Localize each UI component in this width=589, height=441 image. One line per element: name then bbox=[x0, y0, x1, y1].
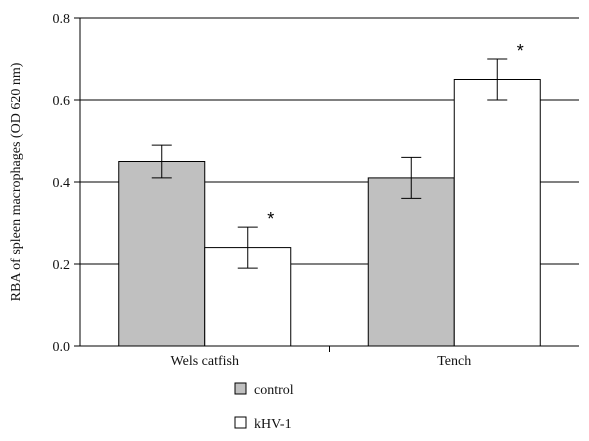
significance-marker: * bbox=[267, 209, 274, 229]
y-tick-label: 0.4 bbox=[53, 176, 71, 191]
bar bbox=[453, 79, 541, 347]
significance-markers: ** bbox=[267, 41, 524, 229]
legend-label: control bbox=[254, 383, 294, 398]
x-tick-label: Wels catfish bbox=[171, 354, 239, 369]
x-axis-ticks: Wels catfish Tench bbox=[171, 346, 471, 369]
legend-label: kHV-1 bbox=[254, 417, 292, 432]
legend-swatch bbox=[234, 416, 247, 429]
y-tick-label: 0.8 bbox=[53, 12, 71, 27]
legend-swatch bbox=[234, 382, 247, 395]
bar bbox=[118, 161, 206, 347]
significance-marker: * bbox=[517, 41, 524, 61]
y-tick-label: 0.2 bbox=[53, 258, 71, 273]
y-axis-label: RBA of spleen macrophages (OD 620 nm) bbox=[9, 62, 24, 301]
bar bbox=[367, 177, 455, 347]
legend: control kHV-1 bbox=[234, 382, 294, 432]
x-tick-label: Tench bbox=[437, 354, 471, 369]
y-tick-label: 0.6 bbox=[53, 94, 71, 109]
y-tick-label: 0.0 bbox=[53, 340, 71, 355]
error-bars bbox=[151, 58, 508, 269]
bars bbox=[118, 79, 541, 347]
y-axis-ticks: 0.0 0.2 0.4 0.6 0.8 bbox=[53, 12, 80, 355]
